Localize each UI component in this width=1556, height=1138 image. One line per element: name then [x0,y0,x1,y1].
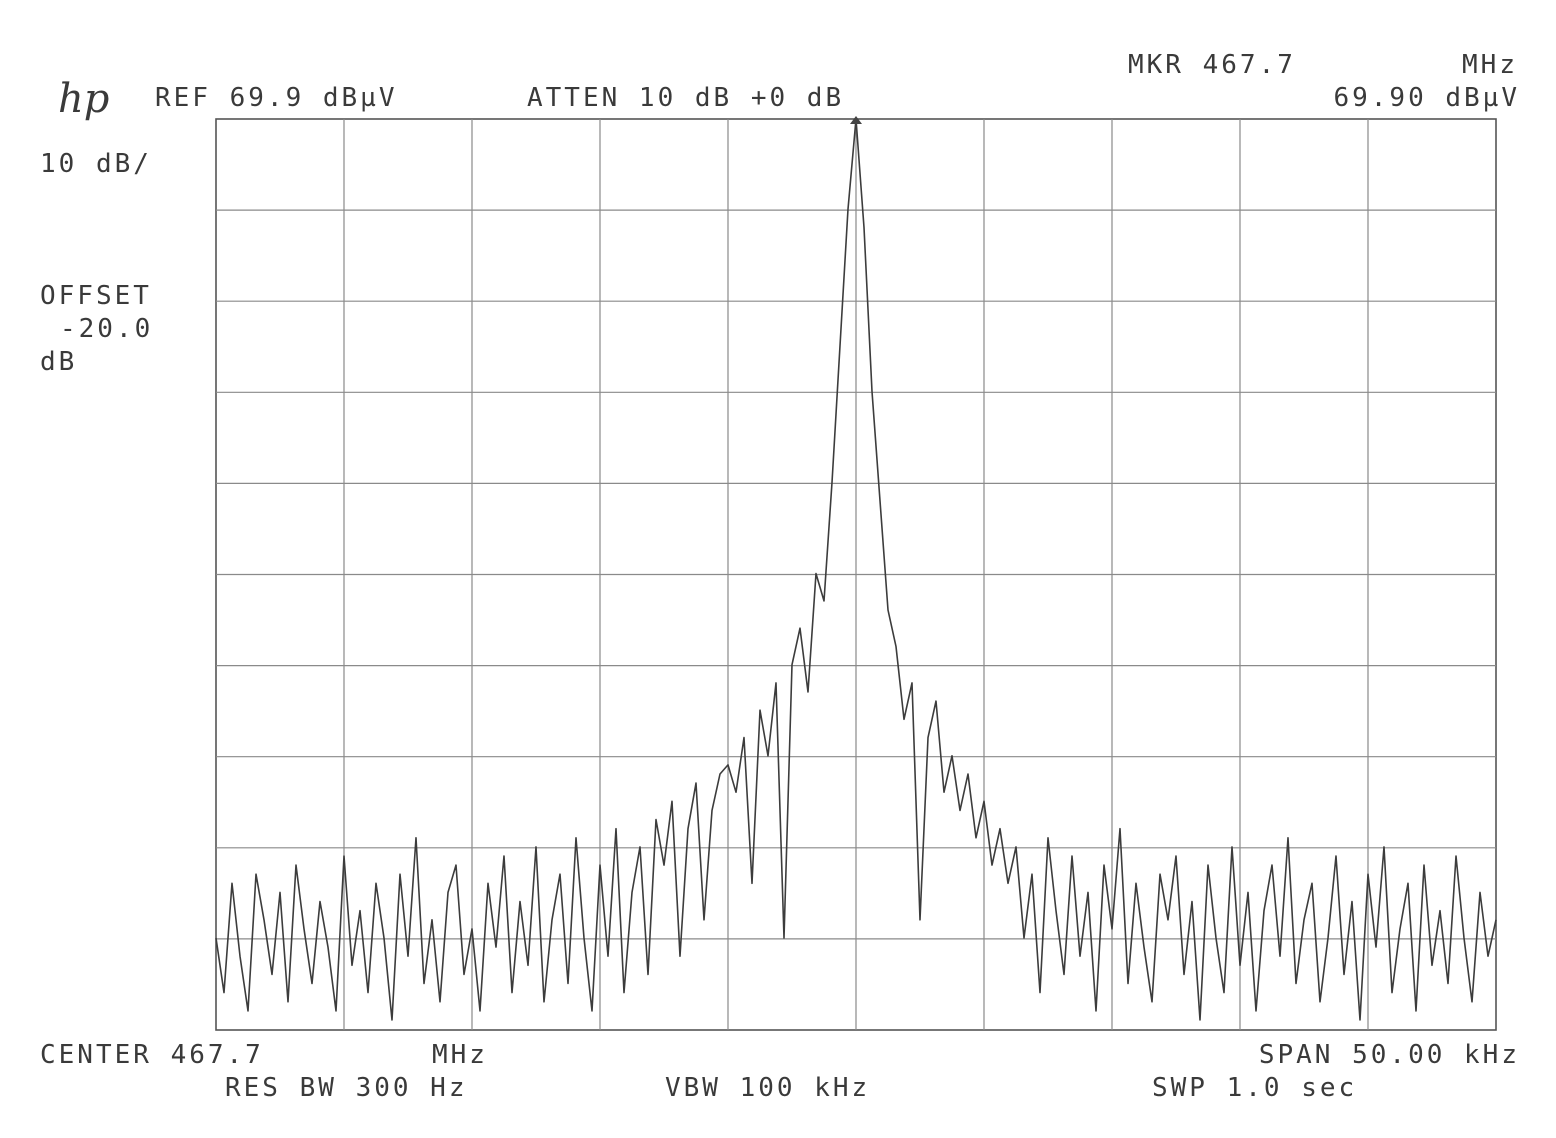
logo: hp [58,76,109,122]
scale: 10 dB/ [40,149,152,179]
marker-frequency: MKR 467.7 [1128,50,1296,80]
center: CENTER 467.7 [40,1040,264,1070]
offset-value: -20.0 [60,314,153,344]
center-unit: MHz [432,1040,488,1070]
vbw: VBW 100 kHz [665,1073,870,1103]
attenuation: ATTEN 10 dB +0 dB [527,83,844,113]
marker-unit: MHz [1462,50,1518,80]
offset-title: OFFSET [40,281,152,311]
marker-level: 69.90 dBµV [1333,83,1520,113]
offset-unit: dB [40,347,77,377]
res-bw: RES BW 300 Hz [225,1073,468,1103]
reference: REF 69.9 dBµV [155,83,398,113]
sweep: SWP 1.0 sec [1152,1073,1357,1103]
marker-symbol [850,116,862,124]
span: SPAN 50.00 kHz [1259,1040,1520,1070]
